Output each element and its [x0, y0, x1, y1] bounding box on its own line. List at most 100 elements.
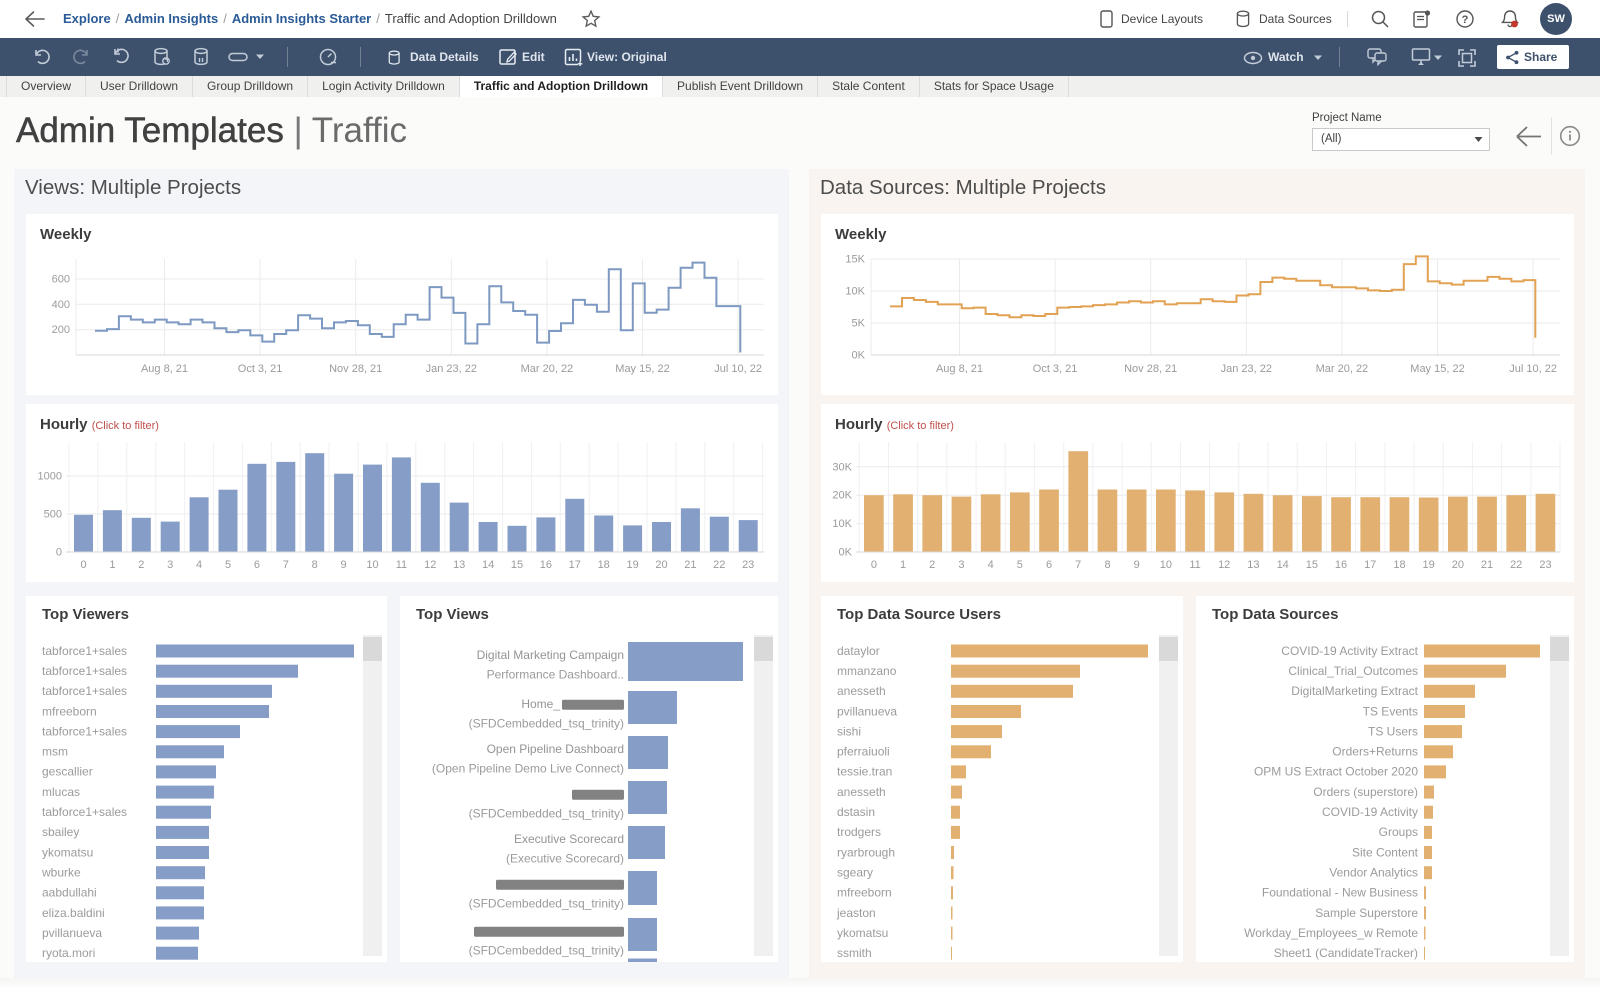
- svg-text:mlucas: mlucas: [42, 785, 80, 799]
- svg-text:400: 400: [52, 299, 70, 311]
- svg-text:Sheet1 (CandidateTracker): Sheet1 (CandidateTracker): [1274, 946, 1418, 960]
- svg-text:1000: 1000: [38, 471, 62, 483]
- svg-text:mmanzano: mmanzano: [837, 664, 897, 678]
- svg-text:Jan 23, 22: Jan 23, 22: [1221, 363, 1272, 375]
- svg-text:tabforce1+sales: tabforce1+sales: [42, 805, 127, 819]
- svg-text:13: 13: [1247, 559, 1259, 571]
- svg-text:Site Content: Site Content: [1352, 845, 1419, 859]
- svg-text:Nov 28, 21: Nov 28, 21: [329, 363, 382, 375]
- svg-text:Oct 3, 21: Oct 3, 21: [1033, 363, 1078, 375]
- svg-text:5: 5: [1017, 559, 1023, 571]
- svg-text:12: 12: [424, 559, 436, 571]
- svg-text:2: 2: [138, 559, 144, 571]
- svg-text:Aug 8, 21: Aug 8, 21: [141, 363, 188, 375]
- svg-text:20: 20: [655, 559, 667, 571]
- svg-text:8: 8: [1104, 559, 1110, 571]
- svg-text:Oct 3, 21: Oct 3, 21: [238, 363, 283, 375]
- svg-text:dataylor: dataylor: [837, 644, 880, 658]
- svg-text:(SFDCembedded_tsq_trinity): (SFDCembedded_tsq_trinity): [469, 806, 624, 820]
- svg-text:dstasin: dstasin: [837, 805, 875, 819]
- svg-text:ryota.mori: ryota.mori: [42, 946, 95, 960]
- svg-text:13: 13: [453, 559, 465, 571]
- svg-text:14: 14: [482, 559, 494, 571]
- svg-text:mfreeborn: mfreeborn: [42, 704, 97, 718]
- svg-text:May 15, 22: May 15, 22: [1410, 363, 1464, 375]
- svg-text:2: 2: [929, 559, 935, 571]
- svg-text:wburke: wburke: [41, 866, 81, 880]
- svg-text:Performance Dashboard..: Performance Dashboard..: [487, 667, 624, 681]
- svg-text:9: 9: [1134, 559, 1140, 571]
- svg-text:sgeary: sgeary: [837, 866, 873, 880]
- svg-text:0: 0: [56, 547, 62, 559]
- svg-text:10: 10: [1160, 559, 1172, 571]
- svg-text:0K: 0K: [839, 547, 853, 559]
- svg-text:anesseth: anesseth: [837, 684, 886, 698]
- svg-text:9: 9: [341, 559, 347, 571]
- svg-text:23: 23: [1539, 559, 1551, 571]
- svg-text:ykomatsu: ykomatsu: [837, 926, 888, 940]
- svg-text:tabforce1+sales: tabforce1+sales: [42, 724, 127, 738]
- svg-text:16: 16: [1335, 559, 1347, 571]
- svg-text:Orders (superstore): Orders (superstore): [1313, 785, 1418, 799]
- svg-text:15: 15: [511, 559, 523, 571]
- svg-text:23: 23: [742, 559, 754, 571]
- svg-text:Digital Marketing Campaign: Digital Marketing Campaign: [477, 648, 624, 662]
- svg-text:4: 4: [196, 559, 202, 571]
- svg-text:Executive Scorecard: Executive Scorecard: [514, 832, 624, 846]
- svg-text:20: 20: [1452, 559, 1464, 571]
- svg-text:18: 18: [1393, 559, 1405, 571]
- svg-text:19: 19: [1422, 559, 1434, 571]
- svg-text:Sample Superstore: Sample Superstore: [1315, 906, 1418, 920]
- svg-text:Aug 8, 21: Aug 8, 21: [936, 363, 983, 375]
- svg-text:Groups: Groups: [1379, 825, 1418, 839]
- svg-text:4: 4: [988, 559, 994, 571]
- svg-text:(SFDCembedded_tsq_trinity): (SFDCembedded_tsq_trinity): [469, 943, 624, 957]
- svg-text:COVID-19 Activity: COVID-19 Activity: [1322, 805, 1418, 819]
- svg-text:Vendor Analytics: Vendor Analytics: [1329, 866, 1418, 880]
- svg-text:TS Events: TS Events: [1363, 704, 1418, 718]
- svg-text:msm: msm: [42, 745, 68, 759]
- svg-text:trodgers: trodgers: [837, 825, 881, 839]
- svg-text:10K: 10K: [832, 518, 852, 530]
- svg-text:11: 11: [1189, 559, 1200, 571]
- svg-text:(SFDCembedded_tsq_trinity): (SFDCembedded_tsq_trinity): [469, 896, 624, 910]
- svg-text:22: 22: [1510, 559, 1522, 571]
- svg-text:DigitalMarketing Extract: DigitalMarketing Extract: [1291, 684, 1418, 698]
- svg-text:7: 7: [283, 559, 289, 571]
- svg-text:Mar 20, 22: Mar 20, 22: [1316, 363, 1369, 375]
- svg-text:aabdullahi: aabdullahi: [42, 886, 97, 900]
- svg-text:sbailey: sbailey: [42, 825, 79, 839]
- svg-text:0: 0: [80, 559, 86, 571]
- svg-text:200: 200: [52, 324, 70, 336]
- svg-text:14: 14: [1277, 559, 1289, 571]
- svg-text:15K: 15K: [845, 254, 865, 266]
- svg-text:8: 8: [312, 559, 318, 571]
- svg-text:Open Pipeline Dashboard: Open Pipeline Dashboard: [487, 742, 624, 756]
- svg-text:(Executive Scorecard): (Executive Scorecard): [506, 851, 624, 865]
- svg-text:21: 21: [684, 559, 696, 571]
- svg-text:sishi: sishi: [837, 724, 861, 738]
- svg-text:pvillanueva: pvillanueva: [42, 926, 102, 940]
- svg-text:Orders+Returns: Orders+Returns: [1332, 745, 1418, 759]
- svg-text:3: 3: [167, 559, 173, 571]
- svg-text:(Open Pipeline Demo Live Conne: (Open Pipeline Demo Live Connect): [432, 761, 624, 775]
- svg-text:11: 11: [396, 559, 407, 571]
- svg-text:3: 3: [958, 559, 964, 571]
- svg-text:tabforce1+sales: tabforce1+sales: [42, 644, 127, 658]
- svg-text:pferraiuoli: pferraiuoli: [837, 745, 890, 759]
- svg-text:30K: 30K: [832, 461, 852, 473]
- svg-text:6: 6: [254, 559, 260, 571]
- svg-text:22: 22: [713, 559, 725, 571]
- svg-text:May 15, 22: May 15, 22: [615, 363, 669, 375]
- svg-text:19: 19: [626, 559, 638, 571]
- svg-text:5: 5: [225, 559, 231, 571]
- svg-text:Nov 28, 21: Nov 28, 21: [1124, 363, 1177, 375]
- svg-text:6: 6: [1046, 559, 1052, 571]
- svg-text:17: 17: [1364, 559, 1376, 571]
- svg-text:COVID-19 Activity Extract: COVID-19 Activity Extract: [1281, 644, 1418, 658]
- svg-text:0K: 0K: [852, 350, 866, 362]
- svg-text:Home_: Home_: [521, 697, 560, 711]
- svg-text:18: 18: [598, 559, 610, 571]
- svg-text:16: 16: [540, 559, 552, 571]
- svg-text:ryarbrough: ryarbrough: [837, 845, 895, 859]
